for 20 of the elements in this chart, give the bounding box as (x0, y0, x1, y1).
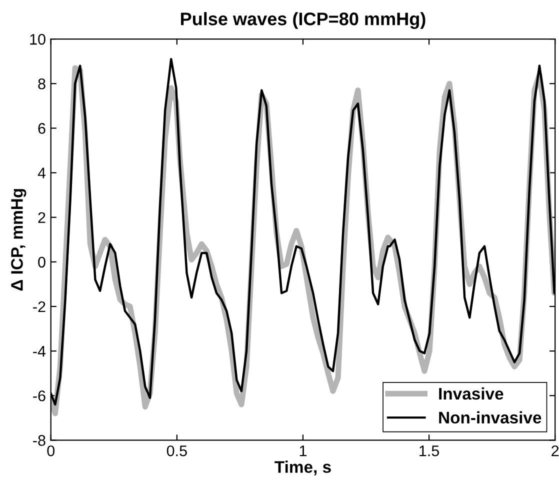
y-axis-title: Δ ICP, mmHg (11, 189, 26, 291)
x-tick-label: 2 (552, 445, 559, 456)
y-tick-label: -6 (33, 390, 46, 402)
y-tick-label: 2 (38, 212, 46, 223)
legend-label: Invasive (439, 387, 504, 400)
x-tick-label: 0 (47, 445, 55, 456)
y-tick-label: -4 (33, 346, 46, 357)
x-tick-label: 1.5 (420, 446, 440, 456)
y-tick-label: 0 (38, 256, 46, 268)
y-tick-label: -2 (33, 301, 46, 312)
y-tick-label: 10 (30, 34, 46, 45)
chart-title: Pulse waves (ICP=80 mmHg) (181, 12, 426, 29)
x-tick-label: 0.5 (166, 445, 187, 456)
y-tick-label: 8 (38, 78, 46, 90)
y-tick-label: -8 (33, 435, 46, 446)
y-tick-label: 4 (38, 168, 46, 178)
x-axis-title: Time, s (274, 460, 331, 476)
legend-label: Non-invasive (439, 411, 542, 424)
x-tick-label: 1 (300, 446, 306, 456)
y-tick-label: 6 (38, 123, 46, 134)
